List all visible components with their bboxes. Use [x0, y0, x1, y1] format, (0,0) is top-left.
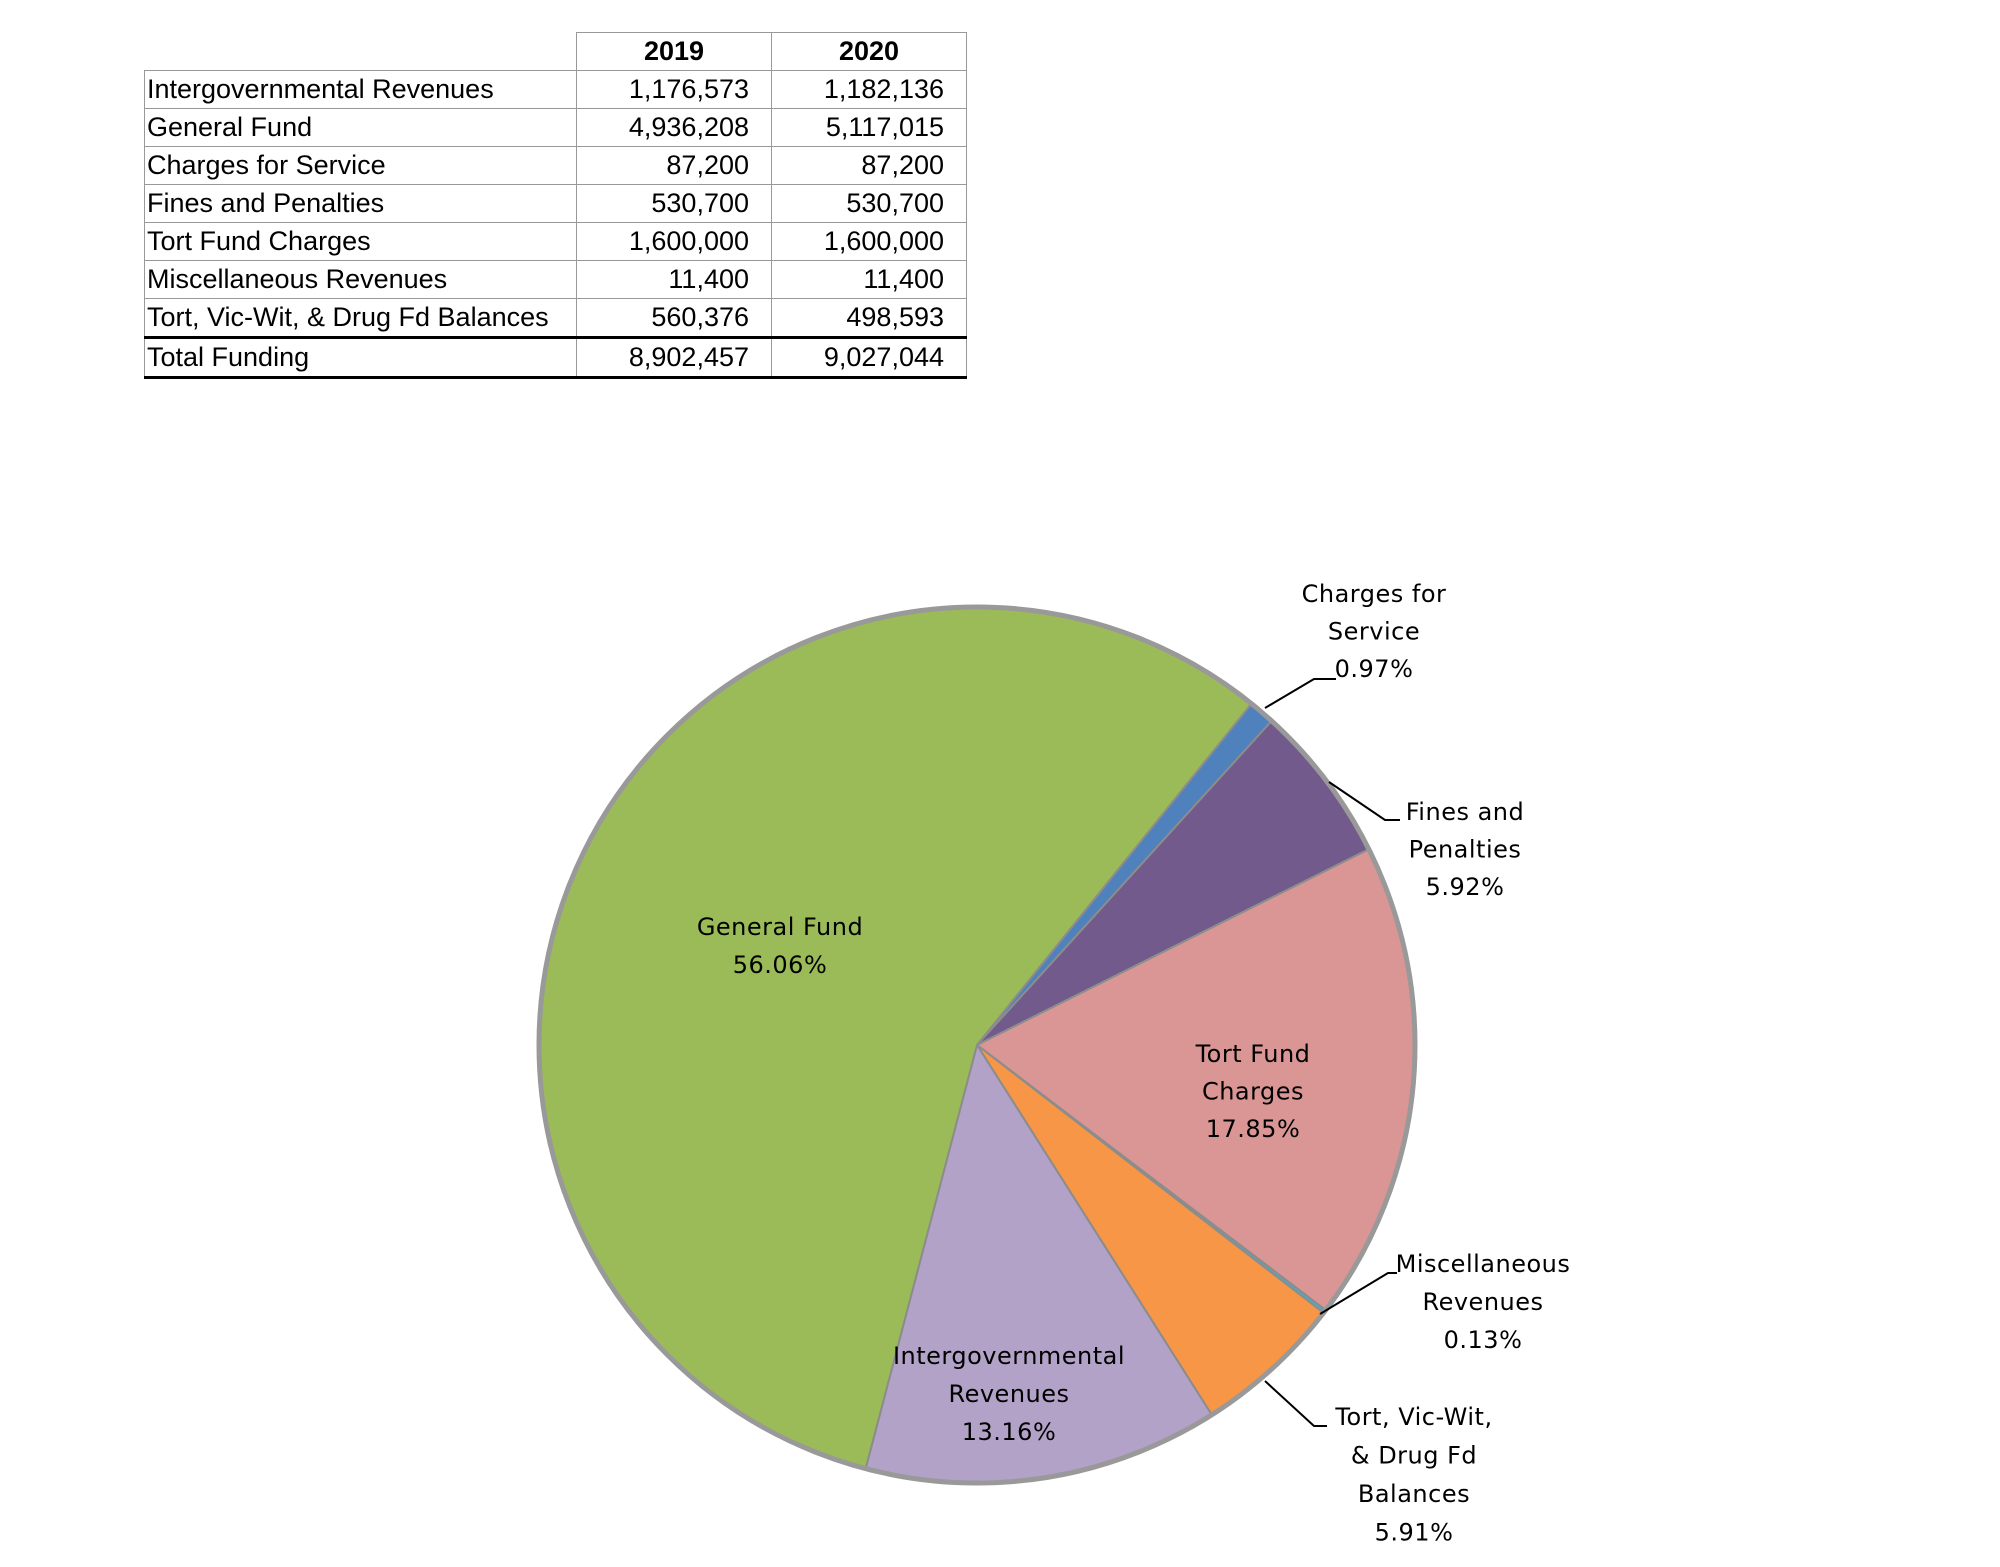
data-label-intergovernmental-revenues: Intergovernmental Revenues 13.16% [893, 1342, 1125, 1446]
category-label: Fines and [1406, 798, 1525, 826]
header-2019: 2019 [576, 32, 772, 71]
category-label: & Drug Fd [1351, 1442, 1477, 1470]
leader-line-charges-for-service [1264, 678, 1336, 709]
value-2019: 11,400 [576, 260, 772, 299]
row-label: Charges for Service [144, 146, 577, 185]
header-blank [144, 32, 577, 71]
total-row: Total Funding 8,902,457 9,027,044 [144, 336, 967, 379]
percent-label: 56.06% [733, 951, 828, 979]
leader-line-tort-vic-wit-drug-fd-balances [1264, 1380, 1327, 1427]
category-label: Revenues [948, 1380, 1069, 1408]
category-label: Tort Fund [1195, 1040, 1311, 1068]
category-label: Intergovernmental [893, 1342, 1125, 1370]
value-2019: 530,700 [576, 184, 772, 223]
data-label-fines-and-penalties: Fines and Penalties 5.92% [1406, 798, 1525, 901]
table-header-row: 2019 2020 [144, 32, 967, 71]
value-2020: 9,027,044 [771, 336, 967, 379]
percent-label: 5.91% [1375, 1519, 1454, 1547]
value-2019: 4,936,208 [576, 108, 772, 147]
percent-label: 13.16% [962, 1418, 1057, 1446]
category-label: Tort, Vic-Wit, [1334, 1403, 1492, 1431]
row-label: Miscellaneous Revenues [144, 260, 577, 299]
row-label: Fines and Penalties [144, 184, 577, 223]
value-2020: 5,117,015 [771, 108, 967, 147]
category-label: Charges [1202, 1078, 1304, 1106]
leader-line-miscellaneous-revenues [1319, 1272, 1397, 1315]
row-label: Tort, Vic-Wit, & Drug Fd Balances [144, 298, 577, 338]
category-label: Balances [1358, 1480, 1470, 1508]
percent-label: 17.85% [1206, 1115, 1301, 1143]
data-label-miscellaneous-revenues: Miscellaneous Revenues 0.13% [1396, 1250, 1571, 1354]
table-row: Tort, Vic-Wit, & Drug Fd Balances 560,376… [144, 298, 967, 338]
data-label-general-fund: General Fund 56.06% [697, 913, 863, 979]
category-label: Penalties [1409, 836, 1522, 864]
table-row: Intergovernmental Revenues 1,176,573 1,182… [144, 70, 967, 109]
row-label: Total Funding [144, 336, 577, 379]
pie-border [536, 604, 1418, 1486]
table-row: Fines and Penalties 530,700 530,700 [144, 184, 967, 223]
category-label: Service [1328, 618, 1420, 646]
value-2019: 1,600,000 [576, 222, 772, 261]
value-2019: 560,376 [576, 298, 772, 338]
percent-label: 0.97% [1335, 655, 1414, 683]
category-label: General Fund [697, 913, 863, 941]
value-2020: 1,600,000 [771, 222, 967, 261]
value-2019: 8,902,457 [576, 336, 772, 379]
percent-label: 5.92% [1426, 873, 1505, 901]
value-2020: 530,700 [771, 184, 967, 223]
category-label: Miscellaneous [1396, 1250, 1571, 1278]
row-label: Intergovernmental Revenues [144, 70, 577, 109]
table-row: Tort Fund Charges 1,600,000 1,600,000 [144, 222, 967, 261]
data-label-tort-vic-wit-drug-fd-balances: Tort, Vic-Wit, & Drug Fd Balances 5.91% [1334, 1403, 1492, 1547]
header-2020: 2020 [771, 32, 967, 71]
row-label: Tort Fund Charges [144, 222, 577, 261]
category-label: Charges for [1302, 580, 1447, 608]
funding-table: 2019 2020 Intergovernmental Revenues 1,17… [144, 32, 967, 379]
percent-label: 0.13% [1444, 1326, 1523, 1354]
value-2020: 498,593 [771, 298, 967, 338]
data-label-charges-for-service: Charges for Service 0.97% [1302, 580, 1447, 683]
category-label: Revenues [1422, 1288, 1543, 1316]
value-2020: 87,200 [771, 146, 967, 185]
leader-line-fines-and-penalties [1328, 781, 1400, 821]
data-label-tort-fund-charges: Tort Fund Charges 17.85% [1195, 1040, 1311, 1143]
